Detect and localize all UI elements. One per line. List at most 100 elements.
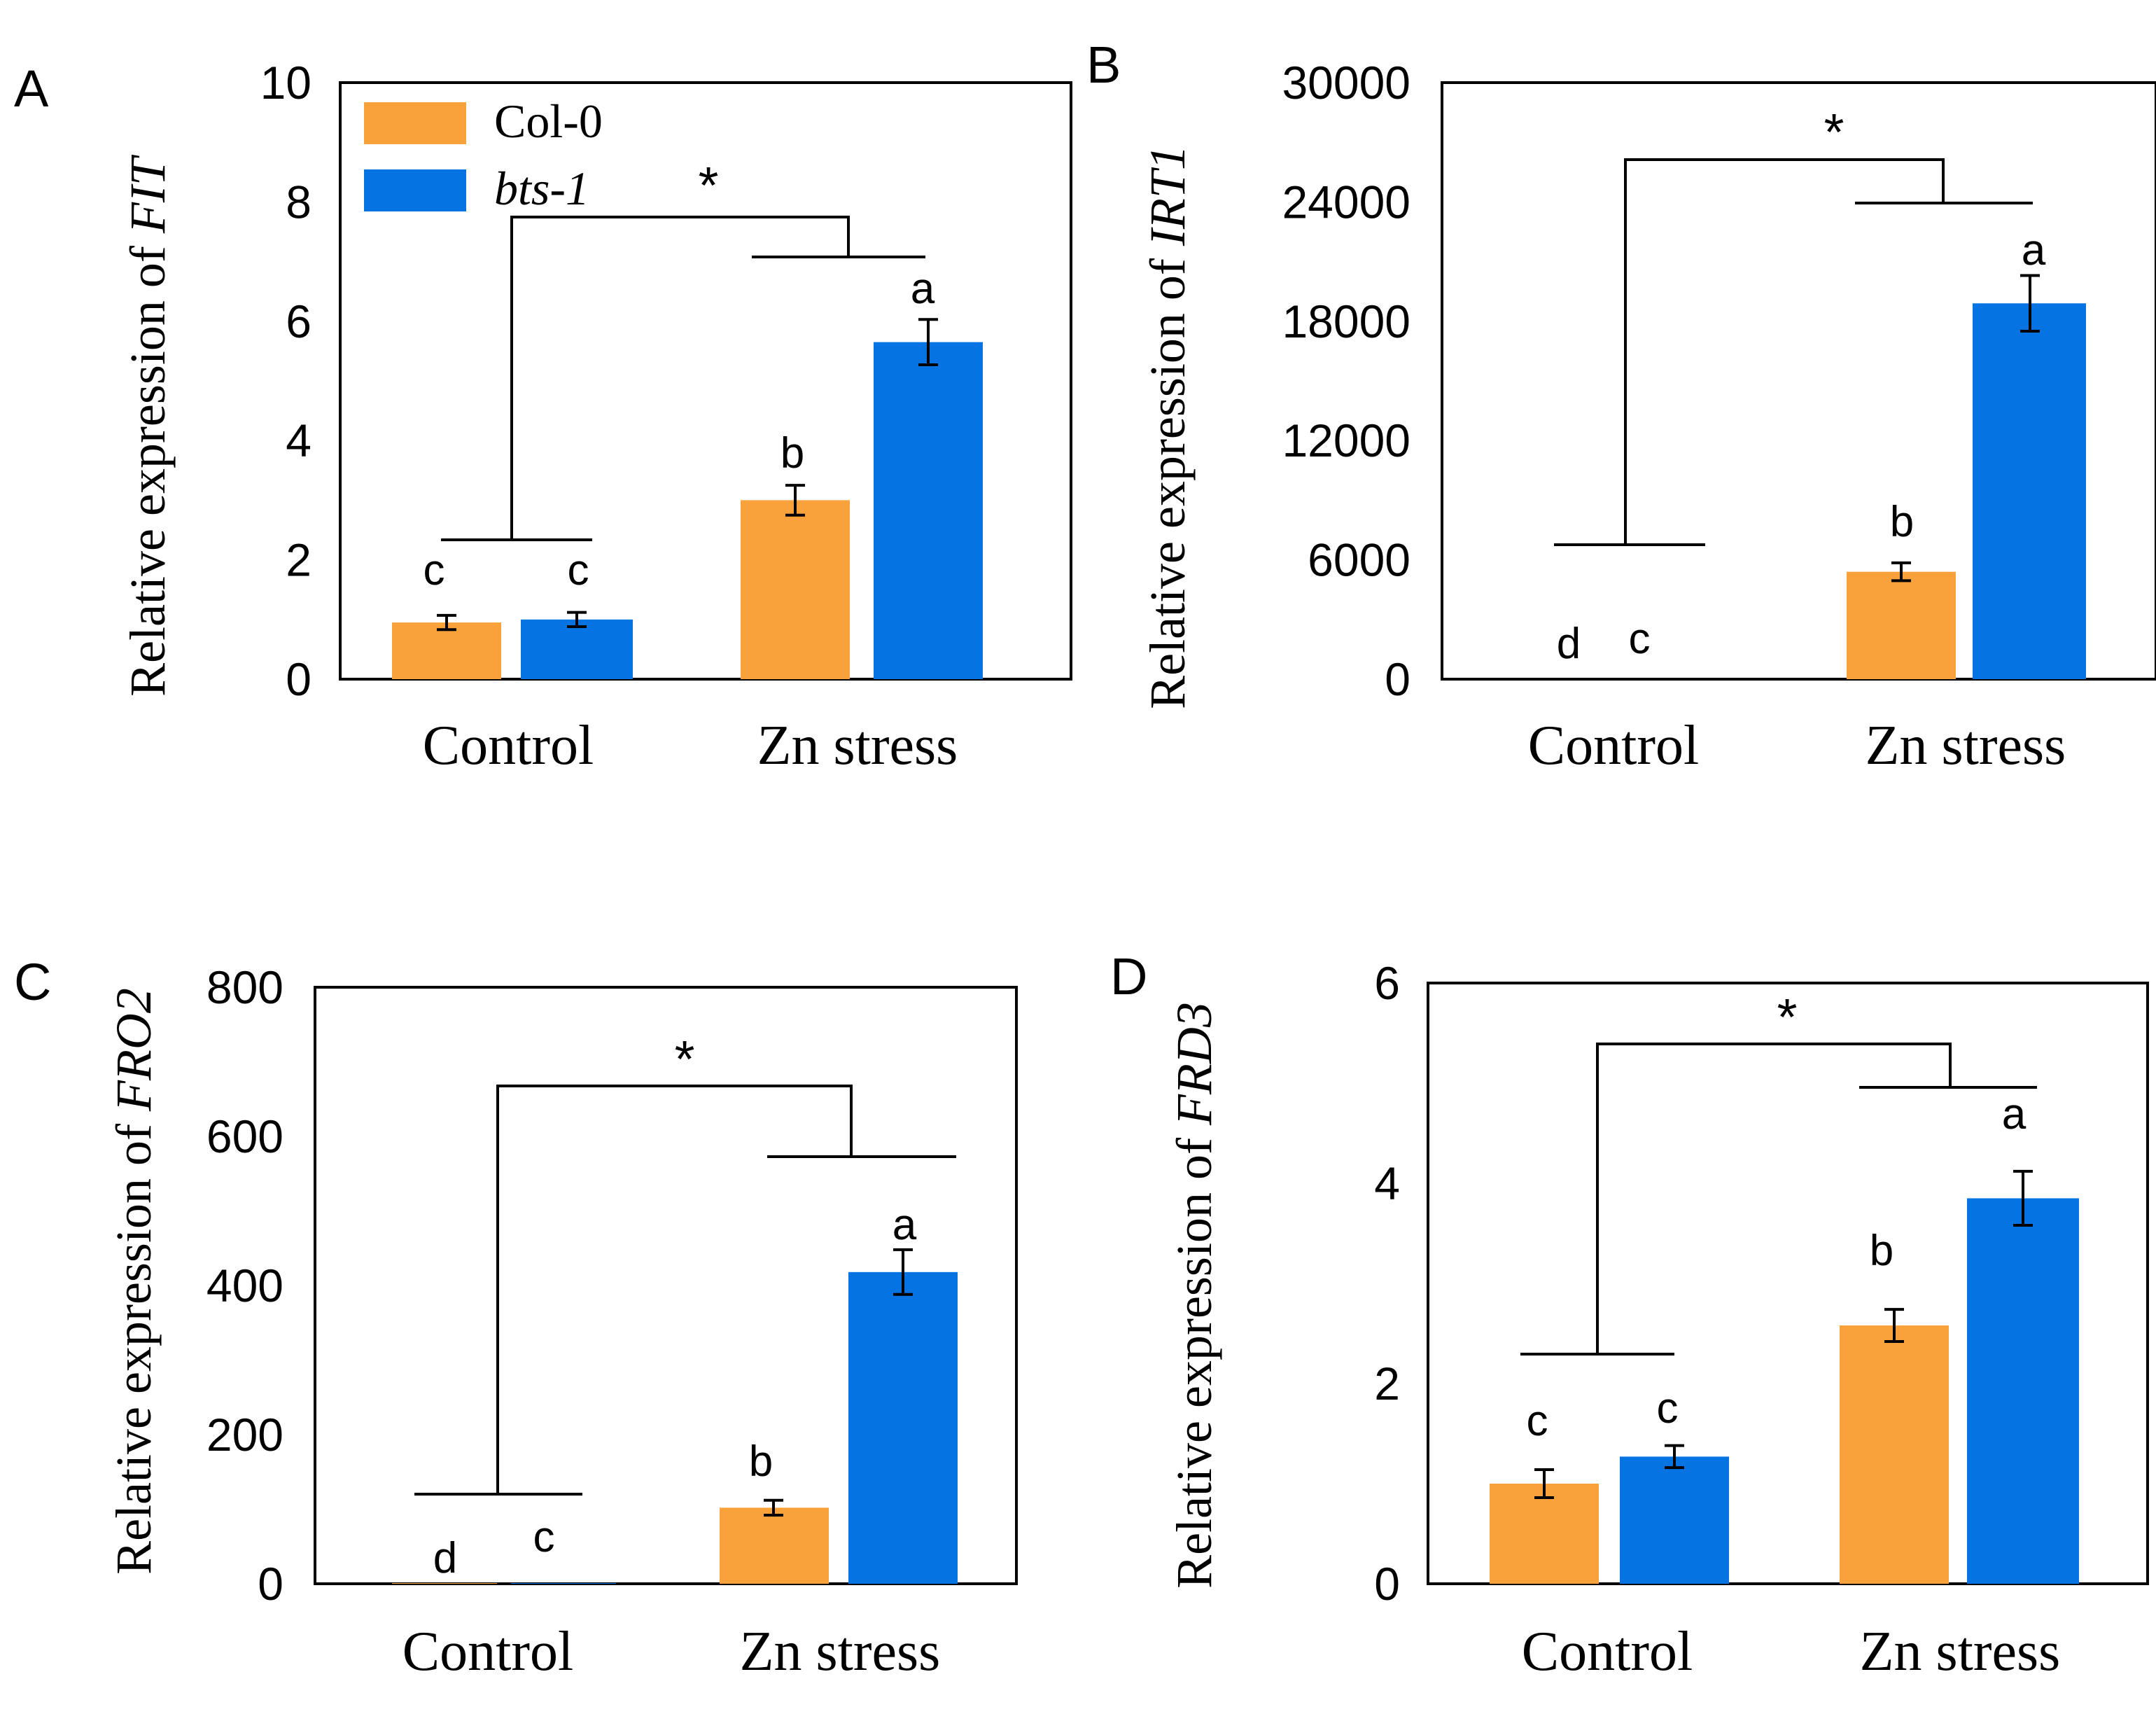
panel-c-bar xyxy=(720,1507,829,1584)
panel-a-letter-label: a xyxy=(911,265,935,313)
panel-b-letter-label: d xyxy=(1557,620,1581,668)
panel-d-bar xyxy=(1840,1325,1949,1584)
panel-c-letter-label: d xyxy=(433,1534,457,1582)
panel-b-letter-label: c xyxy=(1629,615,1651,663)
panel-c-significance-bracket xyxy=(414,1085,956,1496)
panel-b-bar xyxy=(1973,303,2086,679)
panel-b-ytick: 6000 xyxy=(1308,534,1410,586)
panel-c-ytick: 800 xyxy=(206,961,284,1013)
panel-d-xtick: Zn stress xyxy=(1860,1621,2061,1682)
panel-b-ytick: 12000 xyxy=(1282,414,1410,466)
panel-b-xtick: Zn stress xyxy=(1865,715,2066,776)
panel-c-bar xyxy=(848,1271,958,1584)
panel-a-errorbar xyxy=(567,611,587,629)
panel-d-significance: * xyxy=(1777,988,1798,1046)
panel-c-letter: C xyxy=(14,953,51,1011)
panel-d-bar xyxy=(1490,1484,1599,1584)
panel-d-ytick: 2 xyxy=(1374,1358,1400,1409)
panel-c-letter-label: b xyxy=(749,1437,773,1486)
panel-d-significance-bracket xyxy=(1520,1043,2037,1356)
panel-b-frame xyxy=(1441,81,2156,681)
panel-a-significance-bracket xyxy=(441,216,925,541)
panel-d-errorbar xyxy=(1665,1444,1684,1470)
panel-b-letter-label: b xyxy=(1890,498,1914,546)
panel-a-ytick: 10 xyxy=(260,57,312,109)
panel-b-significance: * xyxy=(1824,103,1844,161)
panel-b-ytick: 18000 xyxy=(1282,295,1410,347)
panel-d-ylabel: Relative expression of FRD3 xyxy=(1166,1002,1222,1589)
legend: Col-0 bts-1 xyxy=(364,95,603,215)
legend-label-bts1: bts-1 xyxy=(494,162,589,215)
panel-b-ytick: 30000 xyxy=(1282,57,1410,109)
panel-a-bar xyxy=(521,619,633,679)
panel-b-letter-label: a xyxy=(2022,226,2046,274)
panel-d-frame xyxy=(1427,982,2149,1585)
panel-c-ytick: 0 xyxy=(258,1558,284,1610)
panel-c-yticks: 0 200 400 600 800 xyxy=(206,961,284,1610)
panel-a-xtick: Control xyxy=(423,715,594,776)
panel-d-letter-label: c xyxy=(1657,1384,1679,1433)
panel-c-bar xyxy=(392,1582,497,1584)
panel-b-yticks: 0 6000 12000 18000 24000 30000 xyxy=(1282,57,1410,705)
panel-c-errorbar xyxy=(893,1248,913,1296)
panel-a-bar xyxy=(741,500,850,679)
panel-c-ylabel: Relative expression of FRO2 xyxy=(106,988,162,1575)
panel-b-ytick: 0 xyxy=(1385,653,1410,705)
panel-c: C Relative expression of FRO2 0 200 400 … xyxy=(14,953,1018,1682)
panel-b: B Relative expression of IRT1 0 6000 120… xyxy=(1086,36,2156,776)
panel-d-yticks: 0 2 4 6 xyxy=(1374,957,1400,1610)
panel-c-ytick: 400 xyxy=(206,1260,284,1311)
panel-c-bar xyxy=(511,1582,616,1584)
panel-d-letter-label: a xyxy=(2002,1090,2026,1138)
legend-label-col0: Col-0 xyxy=(494,95,603,148)
panel-b-ylabel: Relative expression of IRT1 xyxy=(1140,145,1196,709)
panel-a-errorbar xyxy=(918,318,938,366)
panel-c-xtick: Control xyxy=(402,1621,573,1682)
panel-b-xtick: Control xyxy=(1528,715,1699,776)
panel-c-frame xyxy=(314,986,1018,1585)
panel-d-letter-label: b xyxy=(1870,1227,1893,1275)
panel-a-ytick: 4 xyxy=(286,414,312,466)
panel-a-letter-label: b xyxy=(780,429,804,478)
panel-d-ytick: 6 xyxy=(1374,957,1400,1009)
panel-c-errorbar xyxy=(764,1498,783,1517)
panel-a-frame xyxy=(339,81,1072,681)
panel-b-errorbar xyxy=(2020,274,2040,333)
panel-d-bar xyxy=(1620,1456,1729,1584)
panel-d-letter: D xyxy=(1110,947,1147,1005)
panel-c-ytick: 600 xyxy=(206,1110,284,1162)
panel-b-letter: B xyxy=(1086,36,1121,94)
panel-b-significance-bracket xyxy=(1554,158,2033,546)
panel-a-yticks: 0 2 4 6 8 10 xyxy=(260,57,312,705)
panel-d-letter-label: c xyxy=(1527,1397,1548,1445)
panel-c-letter-label: c xyxy=(533,1513,555,1561)
panel-a-letter-label: c xyxy=(568,546,589,594)
legend-swatch-bts1 xyxy=(364,169,466,211)
panel-a-ylabel: Relative expression of FIT xyxy=(120,154,176,697)
panel-b-ytick: 24000 xyxy=(1282,176,1410,228)
panel-a-ytick: 2 xyxy=(286,534,312,586)
panel-a-errorbar xyxy=(785,484,805,517)
panel-b-bar xyxy=(1847,571,1956,679)
panel-a-bar xyxy=(392,622,501,679)
panel-a: A Relative expression of FIT 0 2 4 6 8 1… xyxy=(14,57,1072,776)
panel-a-ytick: 8 xyxy=(286,176,312,228)
panel-b-errorbar xyxy=(1891,561,1911,583)
panel-c-ytick: 200 xyxy=(206,1409,284,1461)
panel-d-xtick: Control xyxy=(1522,1621,1693,1682)
panel-d-ytick: 0 xyxy=(1374,1558,1400,1610)
panel-c-letter-label: a xyxy=(892,1201,917,1249)
panel-a-significance: * xyxy=(699,156,719,214)
panel-c-xtick: Zn stress xyxy=(740,1621,941,1682)
panel-a-errorbar xyxy=(437,613,456,632)
panel-d-errorbar xyxy=(1884,1308,1904,1343)
panel-d-bar xyxy=(1967,1198,2079,1584)
panel-a-ytick: 0 xyxy=(286,653,312,705)
panel-d: D Relative expression of FRD3 0 2 4 6 Co… xyxy=(1110,947,2149,1682)
panel-d-errorbar xyxy=(2013,1169,2033,1227)
legend-swatch-col0 xyxy=(364,102,466,144)
panel-a-ytick: 6 xyxy=(286,295,312,347)
panel-a-letter: A xyxy=(14,60,49,118)
panel-c-significance: * xyxy=(675,1030,695,1088)
